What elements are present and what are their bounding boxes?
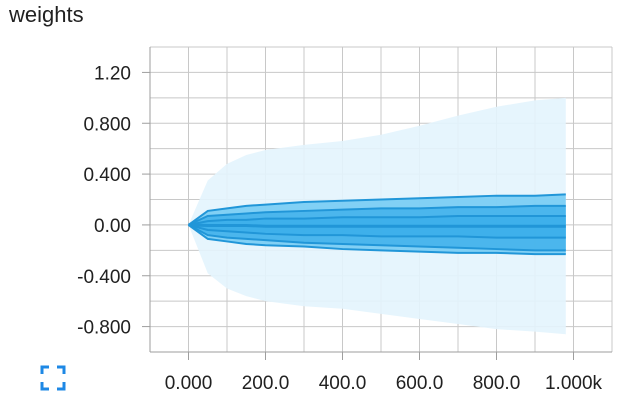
- series-line-7: [187, 224, 566, 256]
- x-tick-label: 1.000k: [545, 373, 603, 394]
- series-line-2: [188, 204, 566, 226]
- x-tick-label: 0.000: [165, 373, 213, 394]
- percentile-lines: [187, 193, 566, 256]
- y-tick-label: 0.00: [94, 216, 131, 237]
- series-line-1: [187, 193, 566, 226]
- y-tick-label: 0.400: [83, 165, 131, 186]
- x-tick-label: 600.0: [396, 373, 444, 394]
- tick-labels: 1.20 0.800 0.400 0.00 -0.400 -0.800 0.000 200.0…: [77, 63, 602, 394]
- x-tick-label: 400.0: [319, 373, 367, 394]
- fullscreen-icon[interactable]: [40, 365, 66, 391]
- series-line-3: [188, 215, 566, 226]
- x-tick-label: 200.0: [242, 373, 290, 394]
- chart-title: weights: [9, 2, 84, 27]
- y-tick-label: 0.800: [83, 114, 131, 135]
- y-tick-label: -0.400: [77, 267, 131, 288]
- axes: [142, 47, 612, 360]
- y-tick-label: -0.800: [77, 318, 131, 339]
- x-tick-label: 800.0: [473, 373, 521, 394]
- distribution-bands: [188, 97, 566, 335]
- series-line-5: [188, 223, 566, 239]
- series-line-4: [188, 223, 566, 228]
- series-line-6: [188, 224, 566, 252]
- y-tick-label: 1.20: [94, 63, 131, 84]
